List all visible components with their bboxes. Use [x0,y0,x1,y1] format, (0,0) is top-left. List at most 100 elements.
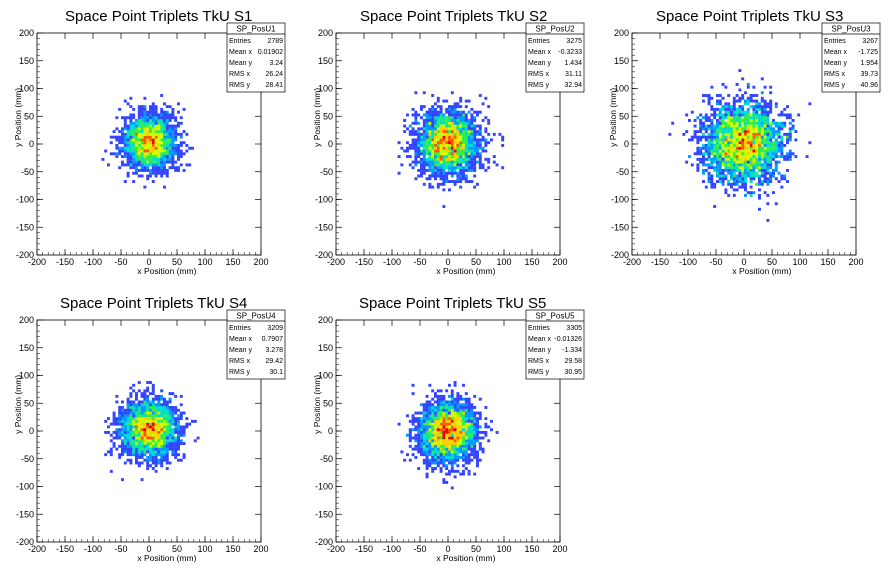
histogram-bin [453,425,457,429]
histogram-bin [445,130,449,134]
histogram-bin [182,455,186,459]
histogram-bin [149,163,152,167]
histogram-bin [431,144,435,147]
histogram-bin [732,130,736,134]
histogram-bin [699,152,703,156]
histogram-bin [157,132,161,136]
histogram-bin [716,121,719,125]
histogram-bin [420,132,423,136]
histogram-bin [414,160,418,164]
histogram-bin [109,135,113,139]
histogram-bin [137,417,141,421]
histogram-bin [710,177,714,181]
histogram-bin [459,130,463,134]
histogram-bin [766,121,770,125]
histogram-bin [151,389,155,393]
histogram-bin [735,168,739,172]
histogram-bin [735,107,739,111]
y-tick-label: -100 [315,482,333,492]
histogram-bin [442,455,446,459]
histogram-bin [462,383,465,387]
histogram-bin [476,113,479,117]
histogram-bin [179,425,183,429]
histogram-bin [738,144,742,147]
y-tick-label: 50 [24,111,34,121]
histogram-bin [135,461,138,465]
histogram-bin [428,461,432,465]
histogram-bin [425,138,429,142]
histogram-bin [780,110,784,114]
histogram-bin [450,419,454,423]
histogram-bin [760,180,764,183]
y-tick-label: 150 [318,56,333,66]
histogram-bins [397,381,499,490]
histogram-bin [783,155,787,159]
histogram-bin [464,436,468,440]
histogram-bin [716,180,719,183]
histogram-bin [716,155,719,159]
histogram-bin [123,127,127,131]
histogram-bin [746,160,750,164]
histogram-bin [713,155,717,159]
histogram-bin [442,113,446,117]
histogram-bin [425,464,429,468]
histogram-bin [129,425,133,429]
histogram-bin [456,439,460,443]
histogram-bin [746,155,750,159]
histogram-bin [470,116,474,120]
x-tick-label: 100 [496,257,511,267]
histogram-bin [182,453,186,457]
histogram-bin [431,447,435,451]
histogram-bin [744,99,747,103]
histogram-bin [160,394,164,398]
histogram-bin [732,127,736,131]
histogram-bin [462,135,465,139]
x-tick-label: -200 [327,544,345,554]
y-tick-label: 0 [328,139,333,149]
histogram-bin [422,447,426,451]
histogram-bin [473,436,477,440]
histogram-bin [168,155,172,159]
histogram-bin [137,439,141,443]
histogram-bin [174,447,178,451]
histogram-bin [179,116,183,120]
histogram-bin [174,160,178,164]
histogram-bin [107,163,110,167]
stats-value: 1.954 [860,60,878,67]
histogram-bin [721,160,725,164]
histogram-bin [417,447,421,451]
histogram-bin [109,450,113,454]
histogram-bin [422,146,426,150]
histogram-bin [487,105,491,109]
histogram-bin [445,431,449,434]
histogram-bin [732,155,736,159]
histogram-bin [467,144,471,147]
histogram-bin [160,144,164,147]
histogram-bin [774,155,778,159]
histogram-bin [786,105,789,109]
histogram-bin [154,453,158,457]
histogram-bin [137,135,141,139]
histogram-bin [431,428,435,432]
histogram-bin [721,146,725,150]
histogram-bin [420,411,423,415]
histogram-bin [121,417,124,421]
histogram-bin [165,400,169,404]
panel-title: Space Point Triplets TkU S2 [360,8,547,25]
histogram-bin [476,433,479,437]
histogram-bin [763,163,767,167]
histogram-bin [456,397,460,401]
histogram-bin [453,141,457,145]
histogram-bin [422,157,426,161]
histogram-bin [132,428,136,432]
histogram-bin [718,107,722,111]
histogram-bin [428,433,432,437]
histogram-bin [758,188,761,192]
histogram-bin [777,121,781,125]
histogram-bin [135,431,138,434]
histogram-bin [174,394,178,398]
histogram-bin [755,94,759,97]
histogram-bin [769,132,773,136]
histogram-bin [177,121,180,125]
histogram-bin [473,455,477,459]
